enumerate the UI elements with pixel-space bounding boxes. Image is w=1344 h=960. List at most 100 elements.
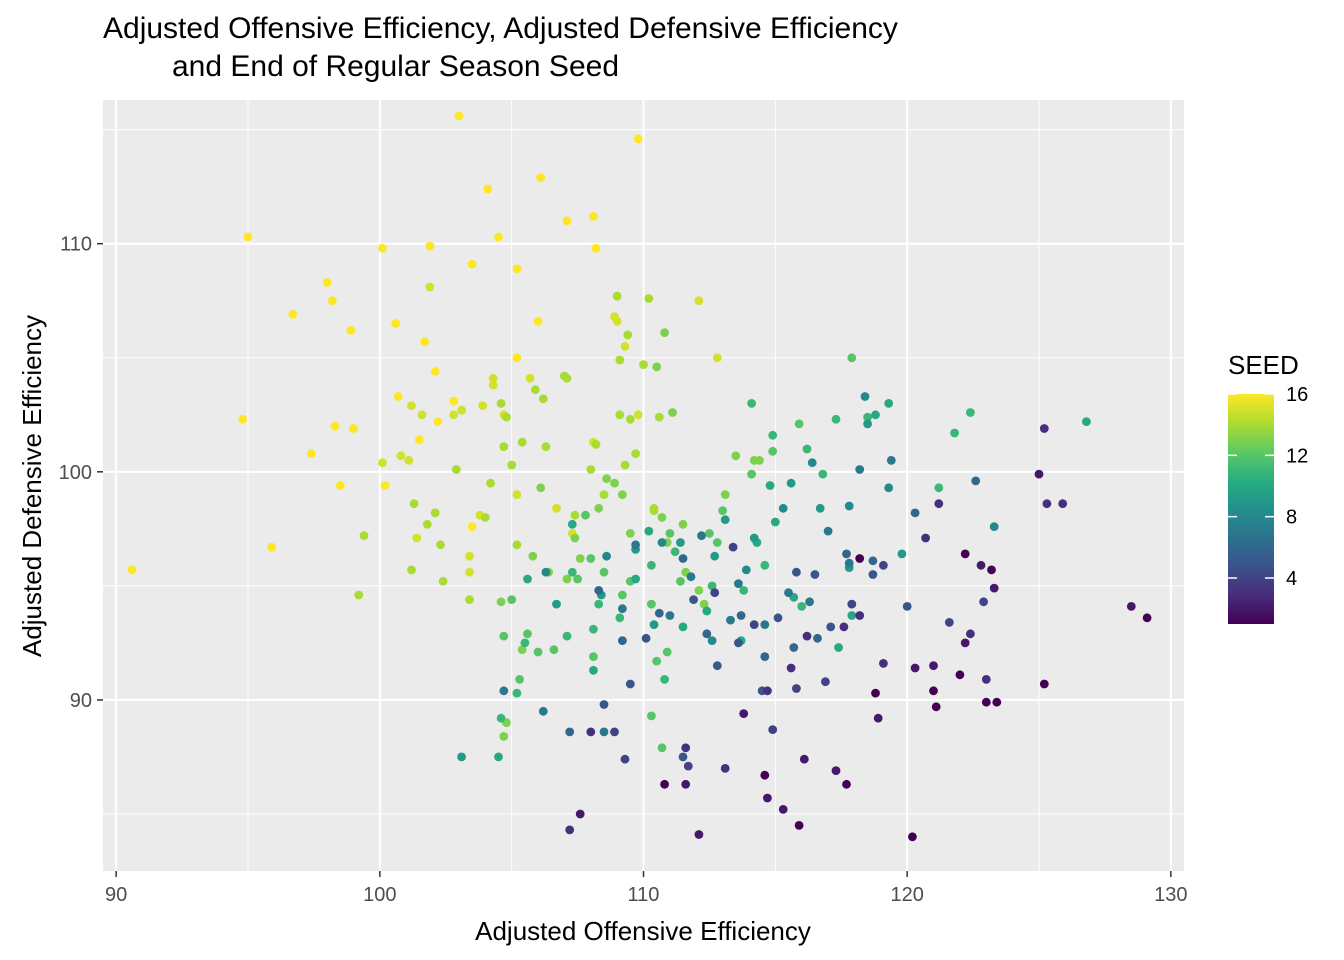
data-point xyxy=(517,645,527,655)
data-point xyxy=(625,414,635,424)
data-point xyxy=(483,184,493,194)
data-point xyxy=(747,399,756,408)
data-point xyxy=(531,385,540,395)
data-point xyxy=(625,679,635,689)
data-point xyxy=(736,611,746,620)
data-point xyxy=(586,554,596,563)
data-point xyxy=(689,595,698,604)
data-point xyxy=(541,567,551,577)
data-point xyxy=(934,483,944,493)
data-point xyxy=(728,542,738,552)
data-point xyxy=(802,631,812,641)
data-point xyxy=(739,586,749,595)
data-point xyxy=(749,533,759,543)
data-point xyxy=(694,296,704,306)
data-point xyxy=(908,832,917,842)
data-point xyxy=(989,522,999,531)
data-point xyxy=(818,469,828,479)
data-point xyxy=(549,645,559,655)
data-point xyxy=(1082,417,1091,426)
data-point xyxy=(670,547,680,557)
data-point xyxy=(720,764,730,773)
data-point xyxy=(654,608,664,618)
data-point xyxy=(480,513,490,522)
data-point xyxy=(1034,469,1044,479)
data-point xyxy=(855,611,865,620)
data-point xyxy=(602,474,611,484)
data-point xyxy=(335,481,345,490)
data-point xyxy=(678,554,688,563)
data-point xyxy=(834,643,843,652)
data-point xyxy=(992,697,1002,707)
data-point xyxy=(855,554,865,563)
data-point xyxy=(610,727,619,737)
data-point xyxy=(517,437,527,447)
data-point xyxy=(1126,602,1136,611)
data-point xyxy=(784,588,793,598)
data-point xyxy=(538,394,548,404)
data-point xyxy=(243,232,253,242)
data-point xyxy=(931,702,941,712)
data-point xyxy=(789,643,799,652)
data-point xyxy=(731,451,741,461)
data-point xyxy=(465,567,474,577)
data-point xyxy=(760,560,770,570)
data-point xyxy=(496,597,506,607)
data-point xyxy=(573,574,582,584)
data-point xyxy=(633,134,643,144)
data-point xyxy=(768,430,778,440)
data-point xyxy=(868,556,878,566)
data-point xyxy=(792,567,801,577)
data-point xyxy=(720,515,730,525)
data-point xyxy=(536,173,546,183)
data-point xyxy=(594,599,604,609)
data-point xyxy=(641,633,651,643)
data-point xyxy=(562,574,572,584)
data-point xyxy=(346,326,356,335)
data-point xyxy=(488,373,498,383)
data-point xyxy=(328,296,337,306)
data-point xyxy=(712,538,722,547)
data-point xyxy=(512,688,522,698)
data-point xyxy=(512,540,522,550)
data-point xyxy=(823,526,833,536)
legend-ticks: 4 8 12 16 xyxy=(1228,384,1308,590)
data-point xyxy=(683,761,693,771)
data-point xyxy=(407,401,416,411)
data-point xyxy=(662,647,672,657)
data-point xyxy=(979,597,988,607)
data-point xyxy=(657,743,667,753)
data-point xyxy=(921,533,930,543)
y-axis: 90 100 110 xyxy=(59,234,103,712)
data-point xyxy=(794,821,804,830)
data-point xyxy=(873,713,883,723)
data-point xyxy=(594,586,604,595)
data-point xyxy=(425,241,435,251)
data-point xyxy=(844,501,854,511)
data-point xyxy=(707,636,717,645)
data-point xyxy=(960,549,970,559)
data-point xyxy=(741,565,751,575)
data-point xyxy=(678,622,688,632)
data-point xyxy=(668,408,677,417)
data-point xyxy=(842,779,851,789)
data-point xyxy=(802,444,812,454)
data-point xyxy=(665,611,675,620)
data-point xyxy=(496,713,506,723)
data-point xyxy=(654,412,664,422)
data-point xyxy=(665,529,675,538)
data-point xyxy=(910,508,920,518)
data-point xyxy=(499,732,509,741)
data-point xyxy=(652,656,662,666)
data-point xyxy=(422,519,432,529)
data-point xyxy=(465,551,474,561)
data-point xyxy=(575,554,585,563)
data-point xyxy=(797,602,807,611)
data-point xyxy=(686,572,696,582)
data-point xyxy=(660,675,669,684)
data-point xyxy=(1042,499,1052,509)
data-point xyxy=(884,483,894,493)
data-point xyxy=(415,435,424,445)
data-point xyxy=(565,727,575,737)
data-point xyxy=(660,779,669,789)
